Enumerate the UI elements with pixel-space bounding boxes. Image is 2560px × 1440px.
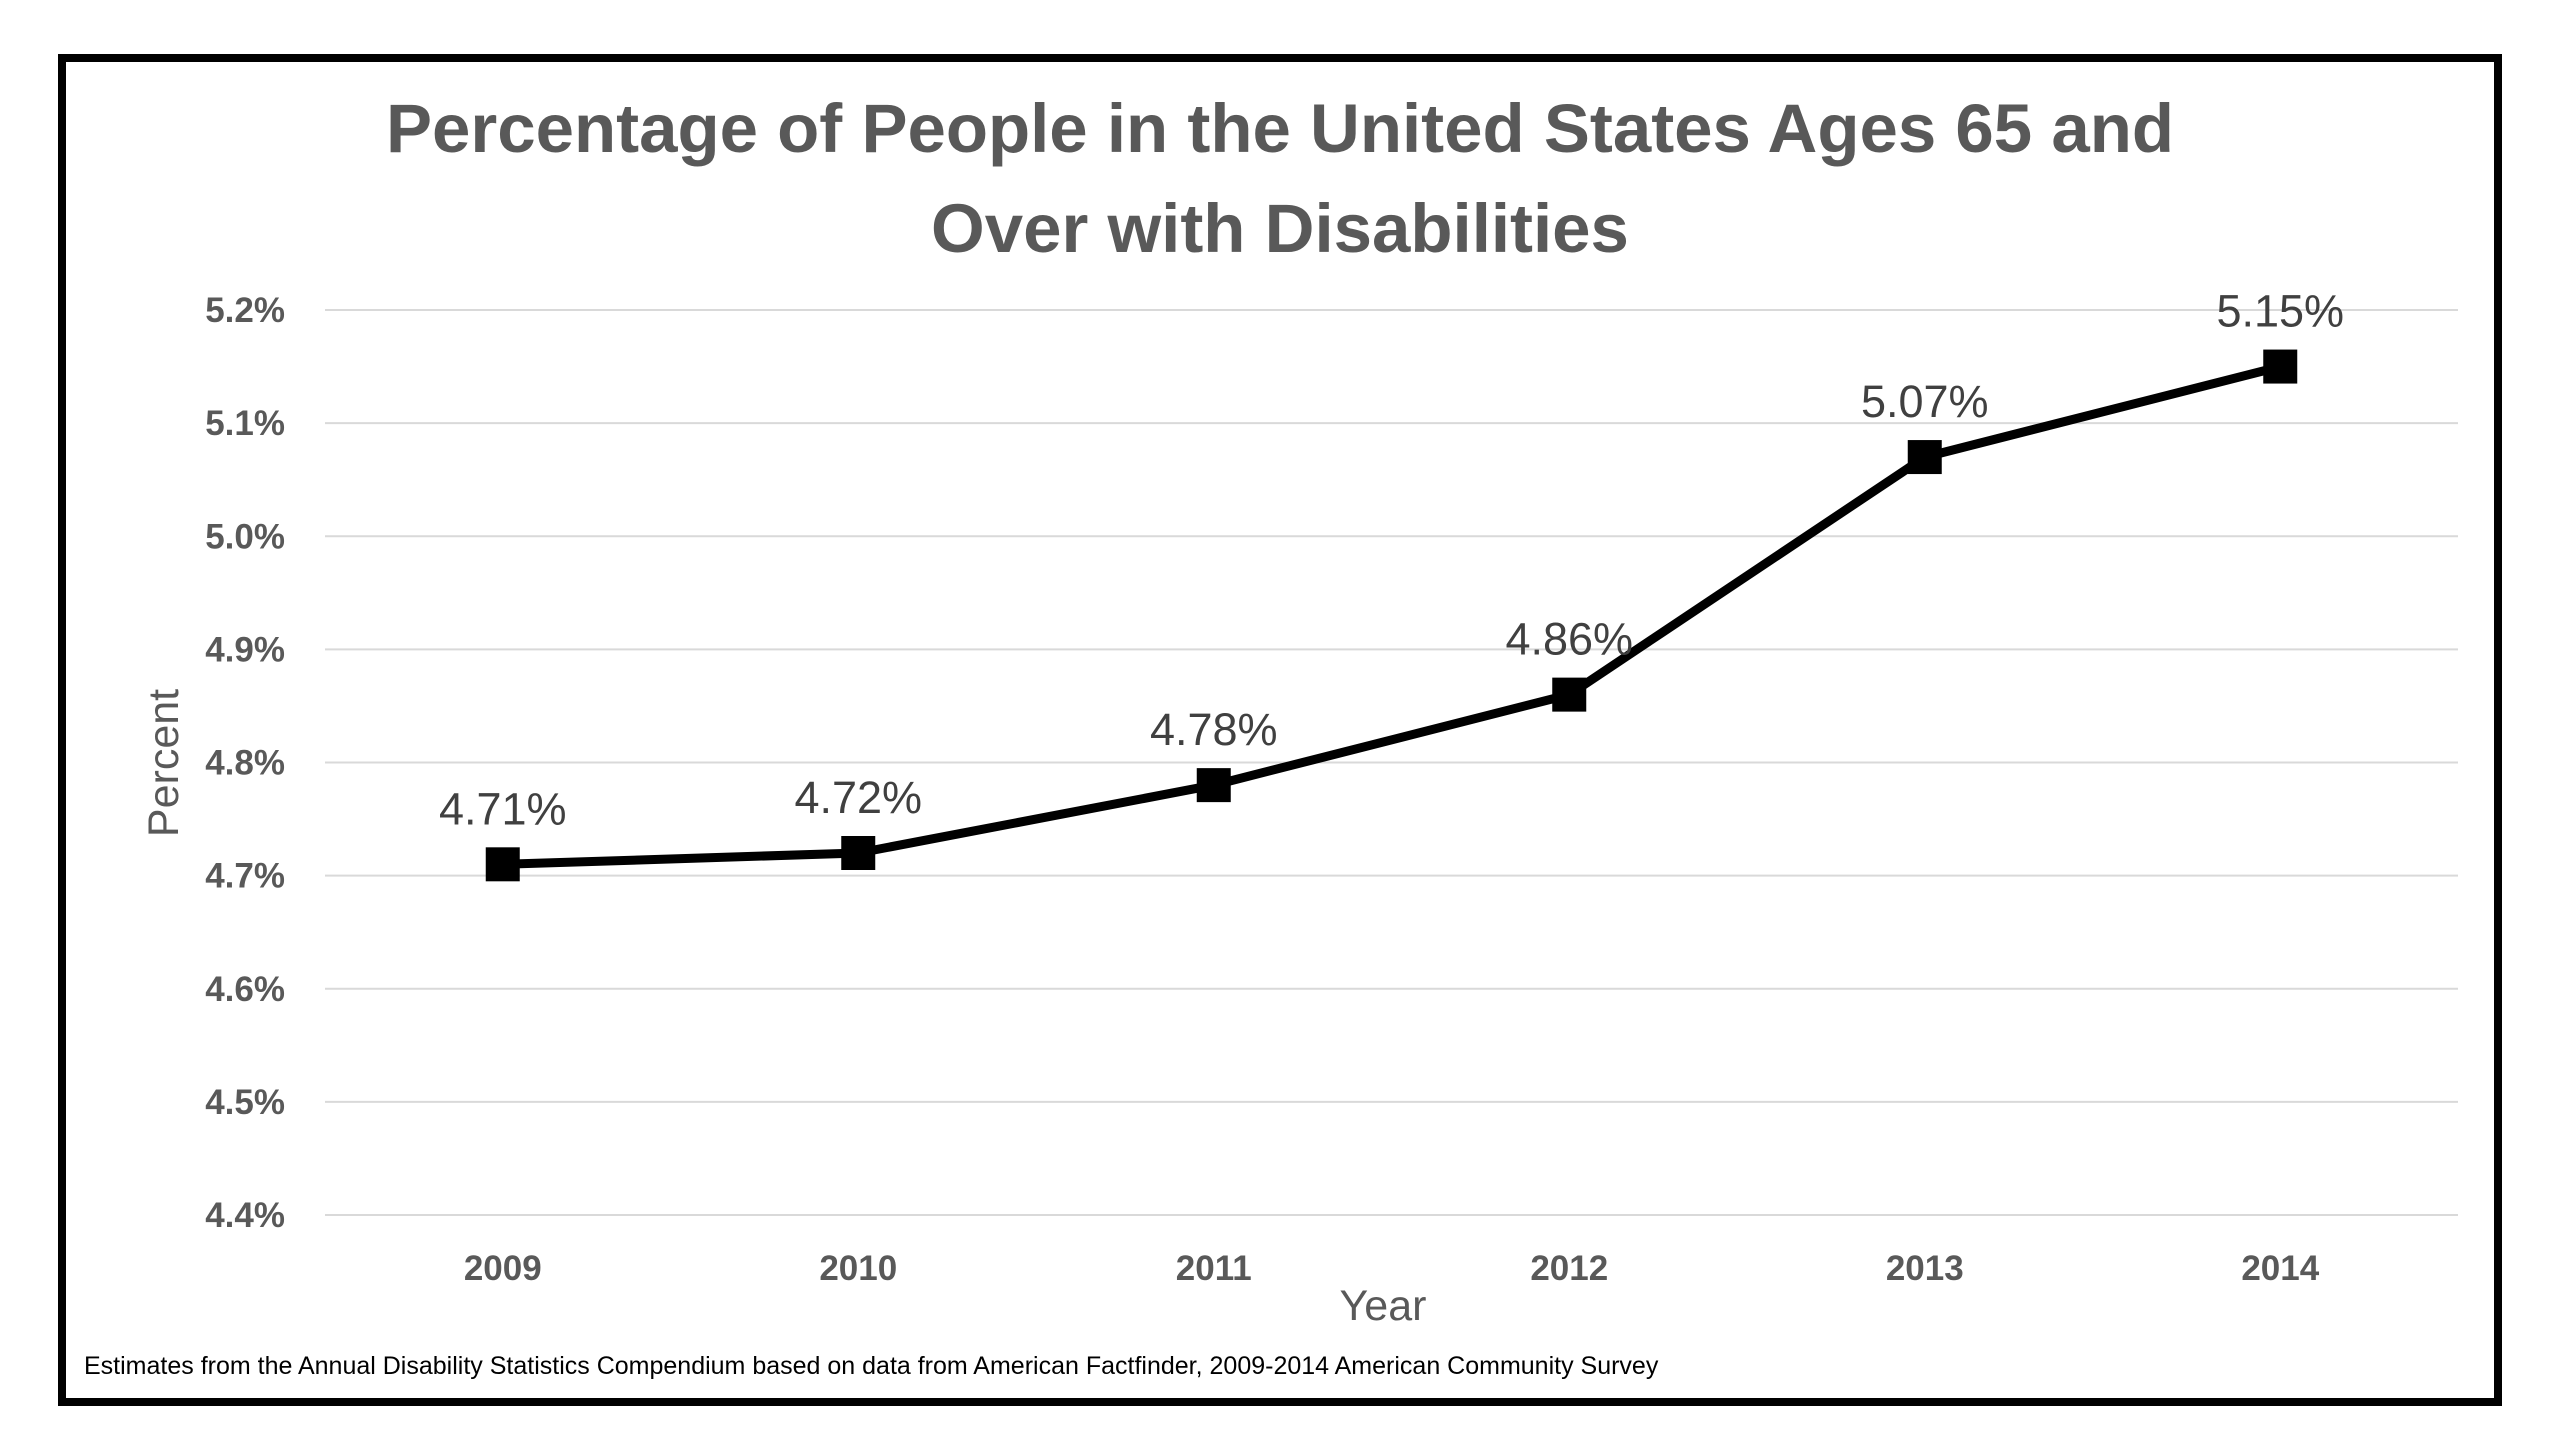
- x-axis-tick-labels: 2009 2010 2011 2012 2013 2014: [464, 1249, 2320, 1288]
- chart-title-line-2: Over with Disabilities: [931, 190, 1629, 267]
- y-axis-title: Percent: [140, 689, 188, 837]
- data-label: 5.15%: [2216, 286, 2344, 337]
- data-point-marker: [1552, 677, 1587, 712]
- data-label: 4.72%: [794, 772, 922, 823]
- data-point-marker: [1196, 768, 1231, 803]
- y-tick-label: 4.9%: [205, 630, 285, 669]
- x-tick-label: 2009: [464, 1249, 542, 1288]
- x-tick-label: 2014: [2241, 1249, 2319, 1288]
- y-tick-label: 5.1%: [205, 404, 285, 443]
- y-axis-tick-labels: 4.4% 4.5% 4.6% 4.7% 4.8% 4.9% 5.0% 5.1% 5.2%: [205, 291, 285, 1235]
- series-markers: [485, 349, 2298, 882]
- source-note: Estimates from the Annual Disability Sta…: [84, 1352, 1659, 1380]
- series-line-group: [502, 362, 2282, 869]
- data-labels: 4.71% 4.72% 4.78% 4.86% 5.07% 5.15%: [439, 286, 2344, 835]
- x-tick-label: 2013: [1886, 1249, 1964, 1288]
- data-point-marker: [841, 836, 876, 870]
- chart-frame: [58, 54, 2502, 1406]
- y-tick-label: 4.6%: [205, 970, 285, 1009]
- y-tick-label: 4.4%: [205, 1196, 285, 1235]
- gridlines: [325, 309, 2458, 1216]
- data-label: 4.78%: [1150, 704, 1278, 755]
- y-tick-label: 4.7%: [205, 857, 285, 896]
- x-tick-label: 2010: [819, 1249, 897, 1288]
- y-tick-label: 5.2%: [205, 291, 285, 330]
- chart-title-line-1: Percentage of People in the United State…: [386, 90, 2174, 167]
- series-line: [502, 362, 2282, 869]
- y-tick-label: 4.5%: [205, 1083, 285, 1122]
- y-tick-label: 5.0%: [205, 517, 285, 556]
- data-label: 5.07%: [1861, 376, 1989, 427]
- x-tick-label: 2011: [1176, 1249, 1252, 1288]
- x-axis-title: Year: [1340, 1282, 1427, 1330]
- data-point-marker: [485, 847, 520, 882]
- x-tick-label: 2012: [1530, 1249, 1608, 1288]
- data-point-marker: [2263, 349, 2298, 384]
- data-point-marker: [1907, 440, 1942, 475]
- data-label: 4.71%: [439, 783, 567, 834]
- data-label: 4.86%: [1505, 614, 1633, 665]
- y-tick-label: 4.8%: [205, 744, 285, 783]
